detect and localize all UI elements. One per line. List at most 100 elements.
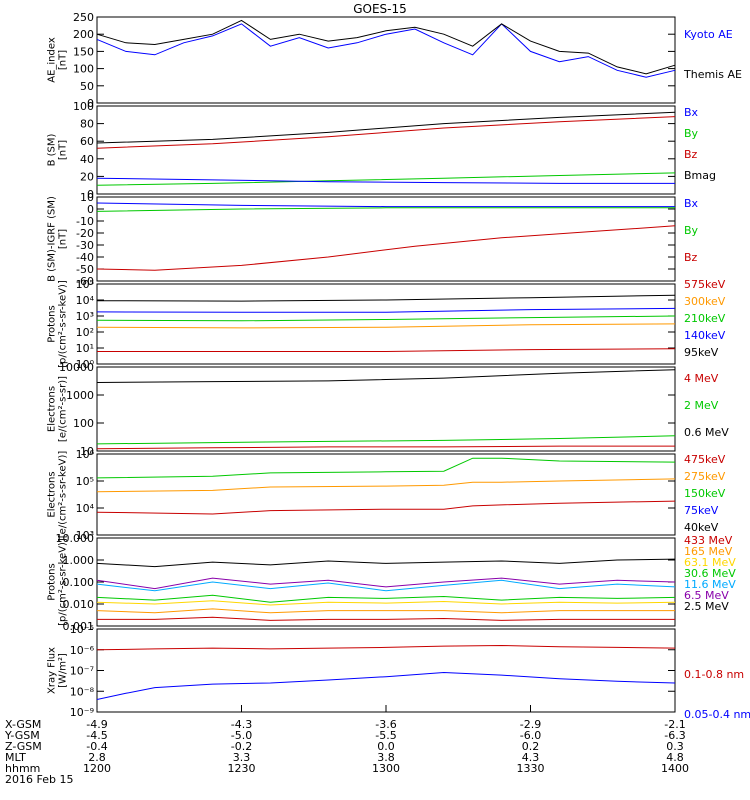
x-tick-label: 1200 bbox=[83, 762, 111, 775]
panel-frame bbox=[96, 196, 676, 282]
y-tick-label: -60 bbox=[76, 275, 94, 288]
y-tick-label: 10 bbox=[80, 445, 94, 458]
legend-entry: 40keV bbox=[684, 521, 719, 534]
x-tick-label: 4.3 bbox=[522, 751, 540, 764]
panel-4: 10⁰ 10¹ 10² 10³ 10⁴ 10⁵ Protons [p/(cm²-s-sr-ke… bbox=[47, 278, 726, 371]
y-tick-label: 1.000 bbox=[63, 554, 95, 567]
x-tick-label: -4.9 bbox=[86, 718, 107, 731]
legend-entry: Kyoto AE bbox=[684, 28, 733, 41]
y-tick-label: 10³ bbox=[76, 310, 94, 323]
panel-frame bbox=[96, 16, 676, 104]
y-tick-label: 10¹ bbox=[76, 342, 94, 355]
y-tick-label: 10⁻⁶ bbox=[70, 644, 95, 657]
x-tick-label: 3.3 bbox=[233, 751, 251, 764]
y-axis-label: Xray Flux bbox=[47, 647, 58, 694]
series-line-bmag bbox=[96, 111, 676, 144]
x-tick-label: 1230 bbox=[228, 762, 256, 775]
panel-6: 10³ 10⁴ 10⁵ 10⁶ Electrons [e/(cm²-s-sr-keV)] 4… bbox=[47, 448, 726, 542]
series-line-30-6-mev bbox=[96, 594, 676, 603]
series-line-11-6-mev bbox=[96, 579, 676, 592]
y-tick-label: 10⁻⁸ bbox=[70, 685, 95, 698]
series-line-2-5-mev bbox=[96, 558, 676, 568]
legend-entry: 140keV bbox=[684, 329, 726, 342]
y-tick-label: 100 bbox=[73, 417, 94, 430]
series-line-bz bbox=[96, 116, 676, 149]
x-tick-label: -0.4 bbox=[86, 740, 107, 753]
panel-8: 10⁻⁹ 10⁻⁸ 10⁻⁷ 10⁻⁶ 10⁻⁵ Xray Flux [W/m²] 0.1-0… bbox=[47, 623, 750, 721]
x-row-label: hhmm bbox=[5, 762, 40, 775]
y-axis-label: [nT] bbox=[58, 50, 69, 70]
x-tick-label: 2.8 bbox=[88, 751, 106, 764]
legend-entry: 0.05-0.4 nm bbox=[684, 708, 750, 721]
legend-entry: 575keV bbox=[684, 278, 726, 291]
series-line-165-mev bbox=[96, 608, 675, 614]
y-tick-label: 10⁻⁵ bbox=[70, 623, 94, 636]
legend-entry: 11.6 MeV bbox=[684, 578, 736, 591]
y-tick-label: 10⁻⁷ bbox=[70, 665, 94, 678]
y-tick-label: 10⁻⁹ bbox=[70, 706, 94, 719]
panel-7: 0.001 0.010 0.100 1.000 10.000 Protons [p/(cm²… bbox=[47, 532, 737, 633]
series-line-210kev bbox=[96, 315, 676, 322]
series-line-95kev bbox=[96, 294, 676, 302]
legend-entry: 475keV bbox=[684, 453, 726, 466]
x-tick-label: -4.5 bbox=[86, 729, 107, 742]
y-tick-label: 150 bbox=[73, 45, 94, 58]
series-line-bz bbox=[96, 225, 676, 271]
legend-entry: 95keV bbox=[684, 346, 719, 359]
y-axis-label: [e/(cm²-s-sr)] bbox=[58, 376, 69, 442]
legend-entry: 63.1 MeV bbox=[684, 556, 736, 569]
y-tick-label: 20 bbox=[80, 170, 94, 183]
y-tick-label: 100 bbox=[73, 100, 94, 113]
series-line-4-mev bbox=[96, 445, 675, 450]
y-tick-label: 0.010 bbox=[63, 598, 95, 611]
x-tick-label: -5.5 bbox=[375, 729, 396, 742]
legend-entry: 2.5 MeV bbox=[684, 600, 729, 613]
y-tick-label: 10⁵ bbox=[76, 475, 94, 488]
y-tick-label: 1000 bbox=[66, 389, 94, 402]
legend-entry: 6.5 MeV bbox=[684, 589, 729, 602]
legend-entry: 0.6 MeV bbox=[684, 426, 729, 439]
series-line-0-1-0-8-nm bbox=[96, 644, 676, 651]
legend-entry: 2 MeV bbox=[684, 399, 719, 412]
panel-5: 10 100 1000 10000 Electrons [e/(cm²-s-sr)] 4 M… bbox=[47, 361, 730, 458]
legend-entry: By bbox=[684, 224, 699, 237]
series-line-300kev bbox=[96, 323, 676, 329]
y-axis-label: Protons bbox=[47, 563, 58, 600]
y-axis-label: B (SM) bbox=[47, 133, 58, 166]
series-line-6-5-mev bbox=[96, 577, 676, 590]
panel-frame bbox=[96, 366, 676, 452]
y-tick-label: 0.100 bbox=[63, 576, 95, 589]
legend-entry: Bz bbox=[684, 251, 698, 264]
y-tick-label: 80 bbox=[80, 118, 94, 131]
x-row-label: 2016 Feb 15 bbox=[5, 773, 73, 786]
y-tick-label: 10² bbox=[76, 326, 94, 339]
y-tick-label: 10⁴ bbox=[76, 502, 95, 515]
x-tick-label: -6.3 bbox=[664, 729, 685, 742]
legend-entry: 4 MeV bbox=[684, 372, 719, 385]
y-axis-label: [p/(cm²-s-sr-keV)] bbox=[58, 538, 69, 626]
series-line-bx bbox=[96, 177, 675, 184]
y-tick-label: 0.001 bbox=[63, 620, 95, 633]
y-tick-label: 10⁰ bbox=[76, 358, 95, 371]
series-line-275kev bbox=[96, 478, 676, 493]
y-tick-label: 10 bbox=[80, 191, 94, 204]
y-axis-label: [nT] bbox=[58, 229, 69, 249]
y-tick-label: -40 bbox=[76, 251, 94, 264]
y-axis-label: Electrons bbox=[47, 386, 58, 432]
series-line-575kev bbox=[97, 348, 676, 352]
legend-entry: 75keV bbox=[684, 504, 719, 517]
series-line-2-mev bbox=[96, 435, 676, 445]
series-line-kyoto-ae bbox=[96, 23, 676, 78]
y-tick-label: 10.000 bbox=[56, 532, 95, 545]
y-axis-label: [W/m²] bbox=[58, 653, 69, 688]
x-tick-label: 3.8 bbox=[377, 751, 395, 764]
y-tick-label: 100 bbox=[73, 63, 94, 76]
y-axis-label: Protons bbox=[47, 305, 58, 342]
x-tick-label: 1300 bbox=[372, 762, 400, 775]
y-tick-label: 60 bbox=[80, 135, 94, 148]
y-tick-label: 250 bbox=[73, 11, 94, 24]
y-tick-label: 0 bbox=[87, 97, 94, 110]
x-tick-label: 0.2 bbox=[522, 740, 540, 753]
y-tick-label: 10⁶ bbox=[76, 448, 95, 461]
